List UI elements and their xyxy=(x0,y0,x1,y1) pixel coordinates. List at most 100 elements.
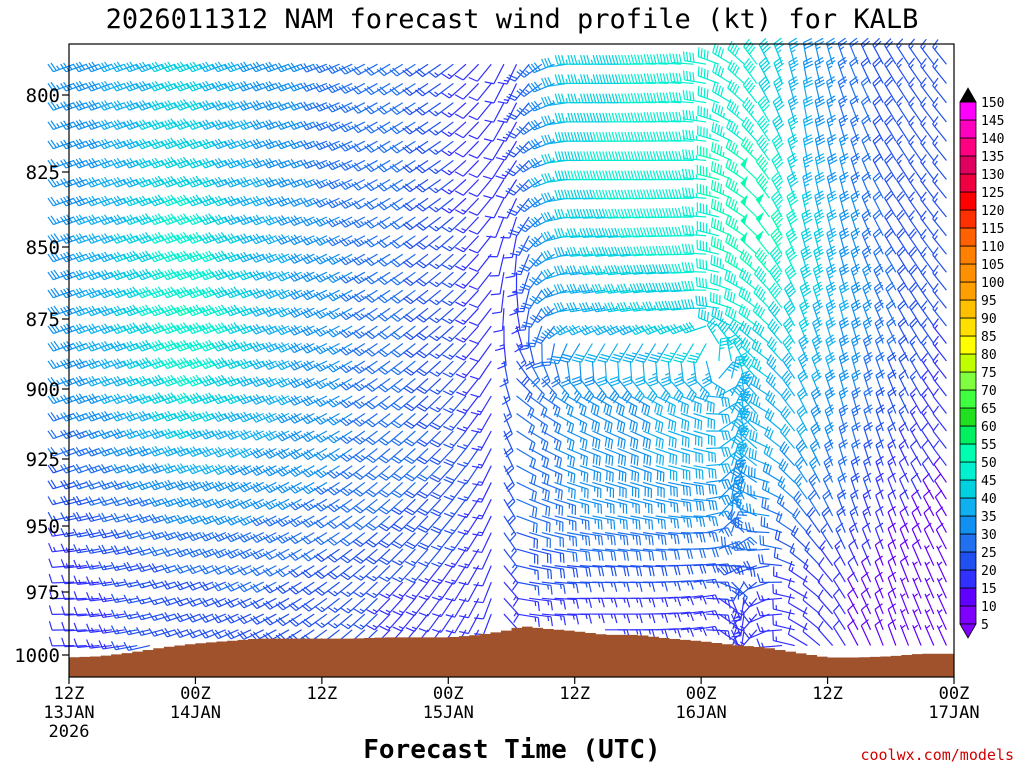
wind-barb xyxy=(472,532,492,554)
wind-barb xyxy=(566,515,590,531)
wind-barb xyxy=(390,465,416,482)
wind-barb xyxy=(199,565,227,575)
wind-barb xyxy=(605,565,630,577)
wind-barb xyxy=(682,70,707,85)
wind-barb xyxy=(430,532,454,551)
wind-barb xyxy=(673,343,695,363)
wind-barb xyxy=(725,214,745,237)
wind-barb xyxy=(711,82,732,104)
wind-barb xyxy=(237,80,264,92)
wind-barb xyxy=(249,447,277,459)
wind-barb xyxy=(390,343,416,358)
wind-barb xyxy=(48,605,75,615)
y-tick-label: 900 xyxy=(26,379,60,401)
wind-barb xyxy=(863,455,872,483)
wind-barb xyxy=(300,412,328,425)
wind-barb xyxy=(697,85,720,104)
wind-barb xyxy=(706,412,731,424)
wind-barb xyxy=(833,556,846,583)
wind-barb xyxy=(875,439,884,466)
wind-barb xyxy=(617,395,638,416)
wind-barb xyxy=(351,253,378,266)
wind-barb xyxy=(224,629,252,640)
wind-barb xyxy=(262,214,290,226)
wind-barb xyxy=(681,187,707,199)
wind-barb xyxy=(237,447,264,459)
wind-barb xyxy=(668,515,693,528)
wind-barb xyxy=(338,197,366,209)
wind-barb xyxy=(712,43,732,65)
wind-barb xyxy=(468,235,492,254)
wind-barb xyxy=(85,195,113,207)
wind-barb xyxy=(326,342,353,355)
wind-barb xyxy=(499,360,509,388)
wind-barb xyxy=(86,607,113,618)
wind-barb xyxy=(249,411,277,423)
wind-barb xyxy=(61,621,87,632)
wind-barb xyxy=(287,377,315,389)
wind-barb xyxy=(186,497,214,508)
colorbar-swatch xyxy=(959,281,977,301)
wind-barb xyxy=(224,613,252,624)
wind-barb xyxy=(861,539,872,566)
wind-barb xyxy=(288,465,315,478)
wind-barb xyxy=(148,322,176,335)
wind-barb xyxy=(804,541,821,567)
wind-barb xyxy=(211,532,239,542)
wind-barb xyxy=(642,581,668,592)
wind-barb xyxy=(224,581,252,592)
wind-barb xyxy=(287,271,315,282)
wind-barb xyxy=(503,548,518,575)
wind-barb xyxy=(287,412,315,424)
wind-barb xyxy=(468,216,492,235)
wind-barb xyxy=(468,83,492,102)
wind-barb xyxy=(262,481,290,494)
wind-barb xyxy=(899,506,910,533)
wind-barb xyxy=(710,236,732,255)
wind-barb xyxy=(525,325,543,348)
wind-barb xyxy=(617,481,640,499)
wind-barb xyxy=(325,140,353,151)
wind-barb xyxy=(810,386,822,414)
wind-barb xyxy=(262,465,290,477)
wind-barb xyxy=(428,216,454,232)
wind-barb xyxy=(769,246,783,273)
wind-barb xyxy=(262,498,290,510)
wind-barb xyxy=(262,565,290,577)
wind-barb xyxy=(468,102,492,121)
wind-barb xyxy=(497,83,518,104)
wind-barb xyxy=(379,581,404,599)
wind-barb xyxy=(365,498,391,515)
wind-barb xyxy=(932,353,947,379)
wind-barb xyxy=(643,73,669,85)
wind-barb xyxy=(444,565,467,585)
wind-barb xyxy=(211,80,239,92)
wind-barb xyxy=(287,120,315,131)
wind-barb xyxy=(908,300,922,327)
wind-barb xyxy=(726,118,745,142)
wind-barb xyxy=(173,392,201,405)
wind-barb xyxy=(642,447,665,466)
wind-barb xyxy=(669,72,694,85)
wind-barb xyxy=(822,472,834,500)
wind-barb xyxy=(468,271,492,291)
wind-barb xyxy=(365,465,391,481)
wind-barb xyxy=(404,532,429,550)
credit-link[interactable]: coolwx.com/models xyxy=(860,746,1014,764)
wind-barb xyxy=(797,351,809,379)
wind-barb xyxy=(839,190,850,218)
wind-barb xyxy=(579,465,602,483)
wind-barb xyxy=(454,63,480,81)
wind-barb xyxy=(376,121,404,134)
wind-barb xyxy=(389,82,416,96)
wind-barb xyxy=(352,465,378,480)
wind-barb xyxy=(415,102,442,116)
wind-barb xyxy=(339,565,366,581)
wind-barb xyxy=(441,102,467,118)
wind-barb xyxy=(832,619,846,646)
wind-barb xyxy=(741,353,758,379)
wind-barb xyxy=(48,636,75,647)
wind-barb xyxy=(300,289,328,301)
wind-barb xyxy=(579,532,604,546)
